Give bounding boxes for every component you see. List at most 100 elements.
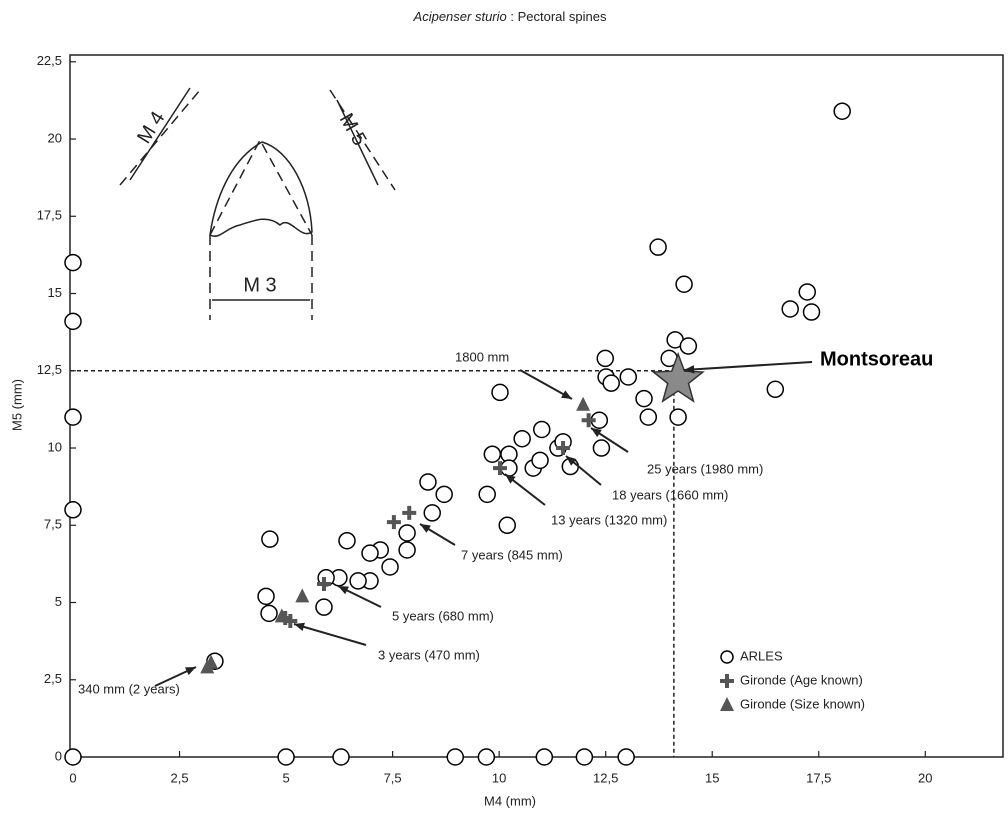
annotation-arrow-head: [561, 390, 572, 399]
point-arles: [535, 748, 554, 766]
y-tick-label: 17,5: [37, 208, 62, 223]
point-arles: [361, 544, 379, 562]
point-arles: [491, 383, 509, 402]
x-tick-label: 0: [69, 770, 76, 785]
chart-title: Acipenser sturio : Pectoral spines: [413, 9, 607, 24]
point-age-known: [402, 505, 417, 520]
point-arles: [257, 587, 275, 606]
x-axis-label: M4 (mm): [484, 793, 536, 808]
point-arles: [649, 238, 667, 256]
point-arles: [498, 516, 516, 535]
y-tick-label: 12,5: [37, 362, 62, 377]
annotation-arrow-head: [294, 622, 305, 631]
point-age-known: [386, 515, 401, 530]
point-arles: [64, 312, 82, 331]
point-arles: [575, 748, 594, 766]
y-tick-label: 0: [55, 748, 62, 763]
point-arles: [592, 439, 611, 457]
point-arles: [513, 429, 531, 448]
point-arles: [596, 349, 615, 368]
point-arles: [833, 102, 851, 120]
x-tick-label: 7,5: [384, 770, 402, 785]
point-size-known: [295, 588, 310, 603]
annotation: 5 years (680 mm): [392, 608, 494, 623]
point-arles: [64, 748, 82, 766]
point-age-known: [556, 441, 571, 456]
legend-symbol: [720, 650, 734, 664]
x-tick-label: 20: [918, 770, 932, 785]
point-arles: [617, 748, 635, 766]
point-arles: [338, 531, 356, 550]
legend-label: Gironde (Size known): [740, 696, 865, 711]
point-age-known: [492, 461, 507, 476]
point-arles: [398, 524, 416, 542]
point-arles: [446, 748, 465, 766]
point-arles: [533, 420, 551, 439]
inset-dashes: [209, 138, 313, 236]
plot-frame: [69, 54, 1004, 758]
point-arles: [635, 389, 653, 408]
point-arles: [619, 368, 638, 386]
inset-label: M 4: [133, 108, 169, 148]
star-arrow: [683, 361, 813, 371]
point-arles: [277, 748, 295, 766]
x-tick-label: 2,5: [170, 770, 188, 785]
point-arles: [64, 501, 82, 519]
inset-dimension: [129, 87, 379, 301]
point-arles: [679, 337, 698, 355]
star-arrow-head: [684, 365, 695, 374]
point-star: [651, 351, 705, 403]
point-arles: [802, 303, 821, 321]
annotation: 13 years (1320 mm): [551, 512, 667, 527]
legend-symbol: [720, 674, 734, 688]
annotation: 25 years (1980 mm): [647, 461, 763, 476]
point-arles: [798, 283, 817, 301]
annotation: 7 years (845 mm): [461, 547, 563, 562]
annotation-arrow-head: [591, 428, 602, 438]
y-tick-label: 22,5: [37, 53, 62, 68]
point-arles: [602, 374, 620, 392]
point-arles: [64, 408, 82, 426]
inset-diagram: [119, 87, 396, 320]
annotation: 3 years (470 mm): [378, 647, 480, 662]
point-arles: [381, 558, 399, 576]
y-tick-label: 10: [48, 439, 62, 454]
y-tick-label: 5: [55, 594, 62, 609]
annotation: 1800 mm: [455, 349, 509, 364]
y-axis-label: M5 (mm): [9, 379, 24, 431]
point-arles: [260, 604, 278, 623]
y-tick-label: 2,5: [44, 671, 62, 686]
legend-symbol: [720, 697, 734, 711]
x-tick-label: 10: [492, 770, 506, 785]
point-size-known: [576, 396, 591, 411]
annotation-arrow-head: [505, 474, 516, 484]
point-arles: [332, 748, 350, 766]
annotation-arrow-head: [420, 524, 431, 533]
point-arles: [435, 485, 453, 504]
legend-label: ARLES: [740, 648, 783, 663]
annotation: 340 mm (2 years): [78, 681, 180, 696]
annotation-arrow-head: [185, 667, 196, 676]
title-rest: : Pectoral spines: [507, 9, 607, 24]
point-size-known: [274, 608, 289, 623]
inset-spine: [209, 141, 313, 237]
point-arles: [478, 485, 496, 504]
point-arles: [477, 748, 496, 766]
y-tick-label: 20: [48, 130, 62, 145]
point-arles: [766, 380, 785, 399]
x-tick-label: 17,5: [806, 770, 831, 785]
x-tick-label: 5: [282, 770, 289, 785]
point-arles: [64, 253, 82, 272]
inset-label: M 3: [243, 274, 276, 296]
point-arles: [423, 504, 441, 522]
y-tick-label: 7,5: [44, 517, 62, 532]
point-arles: [483, 445, 502, 463]
point-arles: [315, 598, 333, 616]
point-arles: [669, 408, 687, 426]
point-size-known: [204, 654, 219, 669]
legend-label: Gironde (Age known): [740, 672, 863, 687]
point-age-known: [317, 576, 331, 591]
annotation-arrow-head: [566, 456, 577, 466]
point-arles: [639, 408, 658, 426]
